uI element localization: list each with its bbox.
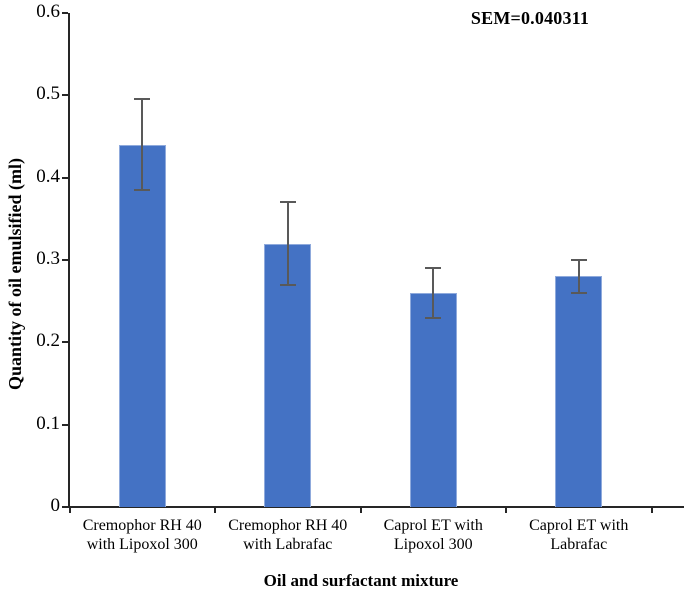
y-tick-mark (62, 423, 68, 426)
error-bar-line (577, 260, 580, 293)
error-bar-cap-bottom (279, 283, 296, 286)
x-axis-line (68, 506, 684, 508)
x-category-label: Cremophor RH 40 with Labrafac (228, 517, 348, 553)
y-tick-label: 0.4 (36, 165, 60, 187)
x-tick-mark (359, 507, 362, 513)
y-tick-label: 0 (50, 495, 61, 516)
error-bar-cap-bottom (425, 316, 442, 319)
error-bar-cap-top (279, 201, 296, 204)
bar (409, 292, 457, 507)
y-tick-mark (62, 12, 68, 14)
x-tick-mark (214, 507, 216, 513)
error-bar-cap-top (134, 98, 151, 101)
error-bar-line (286, 202, 289, 285)
x-tick-mark (650, 507, 653, 513)
error-bar-cap-top (425, 267, 442, 270)
y-tick-label: 0.2 (36, 330, 60, 352)
error-bar-cap-top (570, 259, 587, 261)
error-bar-line (141, 99, 144, 190)
x-axis-title: Oil and surfactant mixture (263, 571, 459, 590)
y-tick-mark (62, 259, 68, 261)
error-bar-cap-bottom (570, 291, 587, 294)
y-axis-line (68, 13, 70, 508)
x-tick-mark (505, 507, 507, 513)
y-tick-label: 0.1 (36, 412, 60, 434)
error-bar-line (432, 268, 435, 318)
x-category-label: Caprol ET with Labrafac (529, 517, 629, 553)
x-tick-mark (68, 507, 71, 513)
y-tick-label: 0.6 (36, 0, 60, 22)
y-tick-mark (62, 341, 68, 344)
sem-annotation: SEM=0.040311 (470, 8, 590, 28)
y-tick-mark (62, 506, 68, 508)
y-tick-label: 0.3 (36, 248, 60, 269)
x-category-label: Cremophor RH 40 with Lipoxol 300 (82, 517, 202, 553)
error-bar-cap-bottom (134, 189, 151, 192)
y-tick-label: 0.5 (36, 83, 60, 105)
x-category-label: Caprol ET with Lipoxol 300 (383, 517, 483, 553)
y-tick-mark (62, 94, 68, 97)
y-tick-mark (62, 176, 68, 179)
bar (118, 144, 166, 507)
bar (555, 276, 603, 507)
